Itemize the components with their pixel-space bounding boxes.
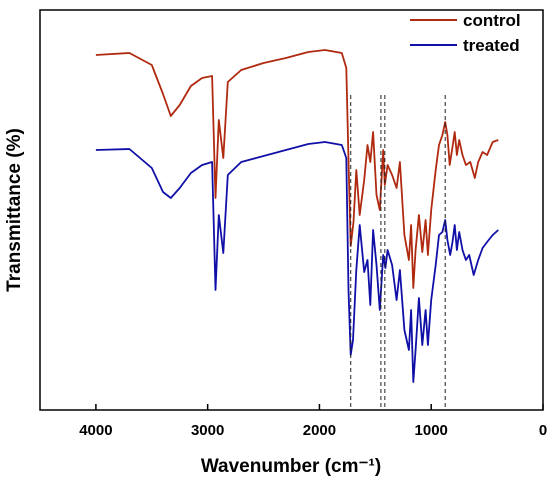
y-axis-title: Transmittance (%) [4,128,25,292]
series-layer [95,49,499,383]
x-tick-label-3000: 3000 [191,422,224,439]
legend: control treated [410,11,521,55]
legend-label-treated: treated [463,36,520,55]
x-tick-label-1000: 1000 [415,422,448,439]
legend-label-control: control [463,11,521,30]
series-line-treated [95,141,499,383]
x-axis-ticks: 4000 3000 2000 1000 0 [79,404,547,439]
series-line-control [95,49,499,289]
x-axis-title: Wavenumber (cm⁻¹) [201,456,381,477]
reference-lines [350,95,446,410]
plot-frame [39,9,544,411]
x-tick-label-2000: 2000 [303,422,336,439]
x-tick-label-4000: 4000 [79,422,112,439]
x-tick-label-0: 0 [539,422,547,439]
